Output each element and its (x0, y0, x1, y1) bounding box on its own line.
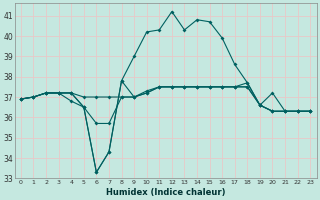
X-axis label: Humidex (Indice chaleur): Humidex (Indice chaleur) (106, 188, 225, 197)
